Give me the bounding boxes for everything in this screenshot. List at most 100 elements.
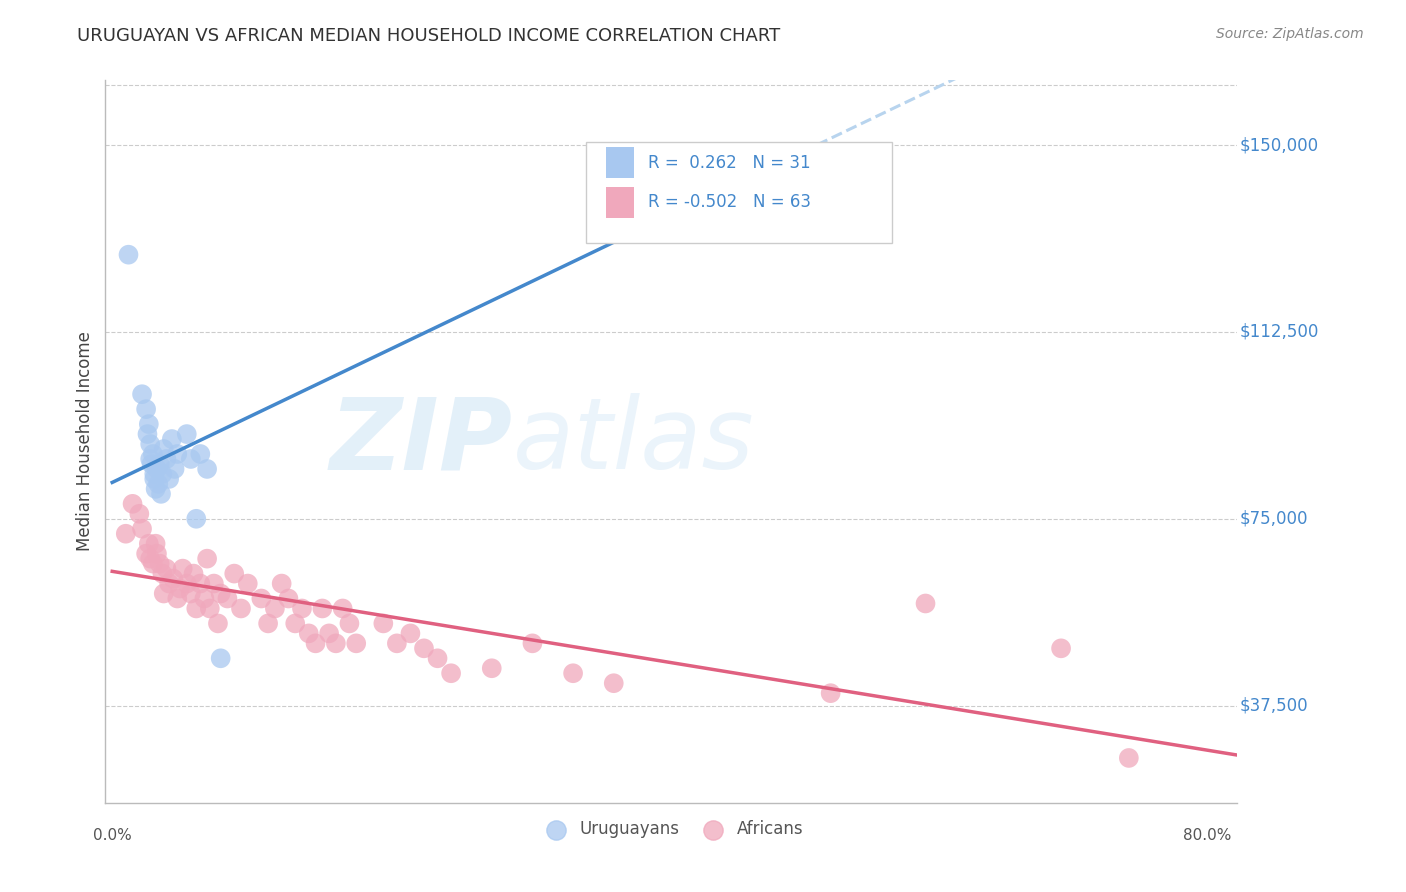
Point (176, 576, 198, 591)
Point (224, 566, 246, 581)
Point (157, 472, 180, 486)
Point (145, 482, 167, 496)
Point (145, 537, 167, 551)
Point (139, 452, 162, 467)
FancyBboxPatch shape (586, 142, 891, 243)
Point (186, 601, 208, 615)
Point (209, 651, 232, 665)
Point (188, 576, 211, 591)
Point (163, 462, 186, 476)
Point (131, 387, 153, 401)
Point (114, 526, 136, 541)
Text: R = -0.502   N = 63: R = -0.502 N = 63 (648, 194, 811, 211)
Point (169, 582, 191, 596)
Point (332, 601, 354, 615)
FancyBboxPatch shape (606, 147, 634, 178)
Point (291, 601, 314, 615)
Point (152, 442, 174, 456)
Point (399, 626, 422, 640)
Point (195, 551, 218, 566)
Point (603, 676, 626, 690)
Point (183, 566, 205, 581)
Point (914, 597, 936, 611)
Point (150, 566, 173, 581)
Text: $112,500: $112,500 (1240, 323, 1319, 341)
Point (142, 447, 165, 461)
Point (135, 547, 157, 561)
Text: ZIP: ZIP (330, 393, 513, 490)
Point (373, 616, 395, 631)
Point (150, 467, 173, 481)
Point (195, 462, 218, 476)
Point (250, 591, 273, 606)
Point (172, 561, 194, 575)
Point (186, 512, 208, 526)
Point (339, 616, 361, 631)
Y-axis label: Median Household Income: Median Household Income (76, 332, 94, 551)
Point (298, 626, 321, 640)
Point (217, 591, 239, 606)
Point (141, 457, 163, 471)
Point (344, 636, 367, 650)
Point (150, 487, 173, 501)
Legend: Uruguayans, Africans: Uruguayans, Africans (533, 814, 810, 845)
Point (820, 686, 842, 700)
Point (162, 572, 184, 586)
Text: atlas: atlas (513, 393, 755, 490)
FancyBboxPatch shape (606, 187, 634, 218)
Text: $75,000: $75,000 (1240, 509, 1308, 528)
Point (146, 462, 169, 476)
Point (176, 427, 198, 442)
Point (481, 661, 503, 675)
Point (426, 651, 449, 665)
Point (138, 537, 160, 551)
Point (562, 666, 585, 681)
Point (188, 447, 211, 461)
Point (139, 551, 162, 566)
Point (385, 636, 408, 650)
Point (180, 586, 202, 600)
Point (117, 248, 139, 262)
Text: 80.0%: 80.0% (1184, 828, 1232, 843)
Point (209, 586, 232, 600)
Point (139, 437, 162, 451)
Point (683, 173, 706, 187)
Point (440, 666, 463, 681)
Text: URUGUAYAN VS AFRICAN MEDIAN HOUSEHOLD INCOME CORRELATION CHART: URUGUAYAN VS AFRICAN MEDIAN HOUSEHOLD IN… (77, 27, 780, 45)
Point (236, 576, 259, 591)
Text: $150,000: $150,000 (1240, 136, 1319, 154)
Point (142, 557, 165, 571)
Point (149, 557, 172, 571)
Point (522, 636, 544, 650)
Point (304, 636, 326, 650)
Point (155, 561, 177, 575)
Point (131, 522, 153, 536)
Point (143, 472, 166, 486)
Point (128, 507, 150, 521)
Point (229, 601, 252, 615)
Point (138, 417, 160, 431)
Text: Source: ZipAtlas.com: Source: ZipAtlas.com (1216, 27, 1364, 41)
Text: R =  0.262   N = 31: R = 0.262 N = 31 (648, 153, 810, 171)
Point (207, 616, 229, 631)
Point (121, 497, 143, 511)
Point (152, 586, 174, 600)
Point (264, 601, 287, 615)
Point (1118, 751, 1140, 765)
Point (270, 576, 292, 591)
Point (284, 616, 307, 631)
Point (193, 591, 215, 606)
Point (202, 576, 225, 591)
Point (146, 547, 169, 561)
Point (160, 432, 183, 446)
Point (318, 626, 340, 640)
Point (143, 467, 166, 481)
Point (1050, 641, 1073, 656)
Text: $37,500: $37,500 (1240, 697, 1308, 714)
Point (325, 636, 347, 650)
Point (198, 601, 221, 615)
Point (413, 641, 436, 656)
Point (180, 452, 202, 467)
Point (136, 427, 159, 442)
Point (149, 457, 172, 471)
